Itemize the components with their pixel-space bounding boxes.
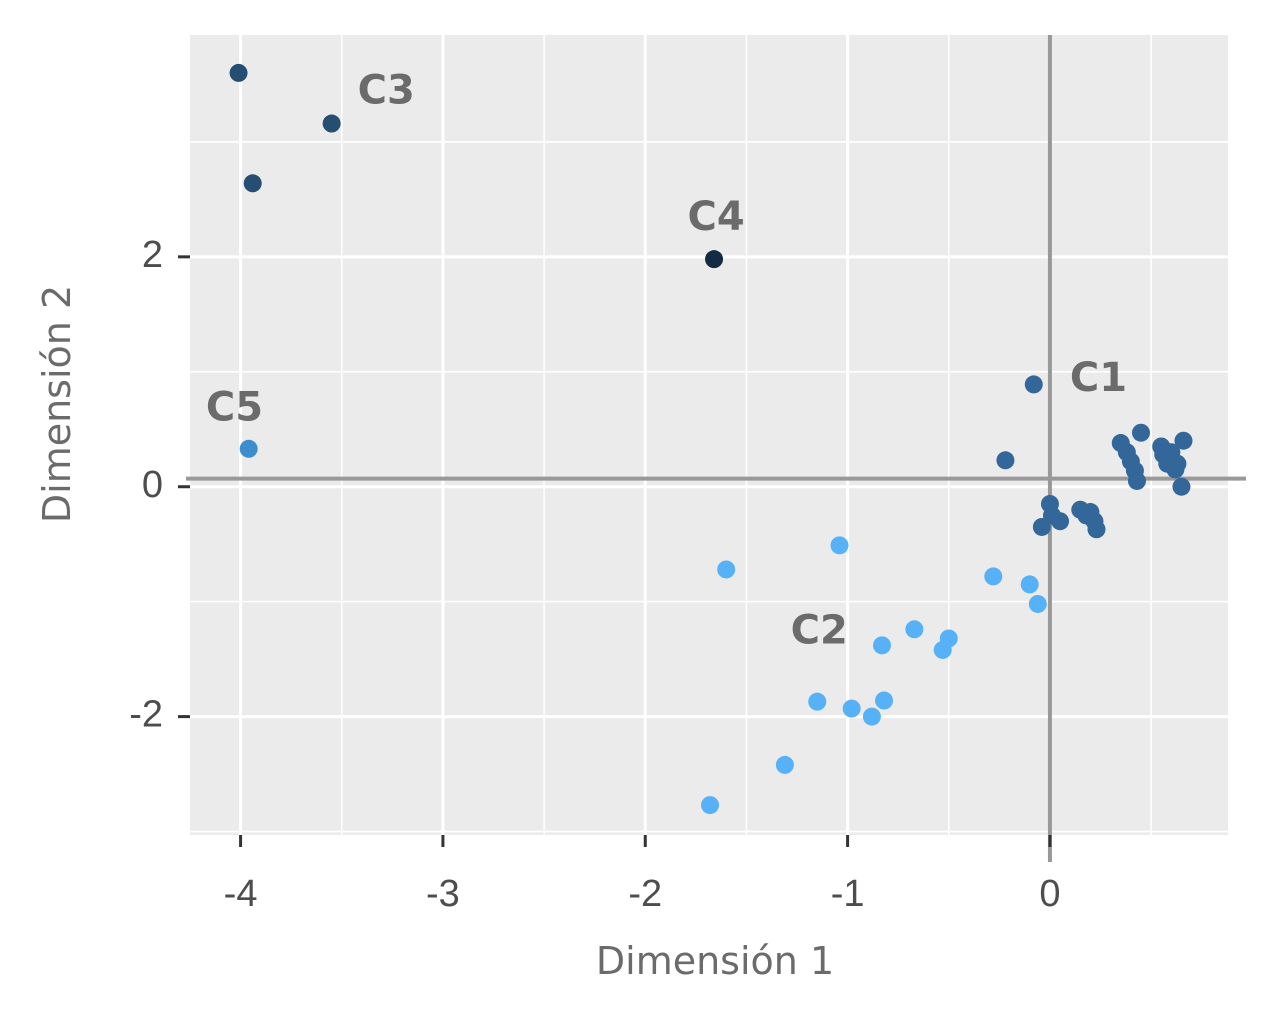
y-axis-title: Dimensión 2: [35, 285, 79, 523]
x-tick-labels: -4 -3 -2 -1 0: [224, 873, 1061, 915]
point-c2: [808, 692, 827, 711]
point-c1: [1168, 454, 1187, 473]
point-c2: [873, 636, 891, 655]
plot-panel: [190, 35, 1228, 835]
data-points: [229, 63, 1193, 815]
axis-ticks: [178, 255, 1052, 847]
point-c4: [705, 250, 724, 269]
y-tick-label: -2: [129, 694, 163, 736]
point-c2: [862, 707, 881, 726]
point-c2: [905, 620, 924, 639]
x-tick-label: -4: [224, 873, 258, 915]
point-c2: [984, 567, 1003, 586]
x-tick-label: -1: [831, 873, 865, 915]
cluster-label-c3: C3: [358, 67, 415, 113]
y-tick-label: 0: [142, 464, 163, 506]
minor-gridlines: [190, 35, 1228, 835]
point-c2: [775, 755, 794, 774]
point-c2: [717, 560, 736, 579]
major-gridlines: [190, 35, 1228, 835]
point-c3: [322, 114, 341, 133]
point-c1: [1172, 477, 1191, 496]
point-c1: [1051, 512, 1070, 531]
cluster-labels: C1 C2 C3 C4 C5: [206, 67, 1127, 653]
point-c1: [1024, 375, 1043, 394]
point-c2: [939, 629, 958, 648]
point-c1: [1131, 423, 1150, 442]
point-c2: [875, 691, 894, 710]
point-c3: [243, 174, 262, 193]
point-c1: [1127, 471, 1146, 490]
point-c2: [1028, 594, 1047, 613]
point-c2: [701, 796, 720, 815]
x-tick-label: -2: [628, 873, 662, 915]
y-tick-label: 2: [142, 234, 163, 276]
point-c3: [229, 63, 248, 82]
point-c1: [1174, 431, 1193, 450]
x-tick-label: -3: [426, 873, 460, 915]
x-axis-title: Dimensión 1: [596, 939, 834, 983]
point-c1: [1032, 517, 1051, 536]
cluster-label-c5: C5: [206, 385, 263, 431]
cluster-label-c4: C4: [687, 194, 744, 240]
point-c1: [996, 451, 1015, 470]
reference-lines: [186, 35, 1246, 862]
point-c2: [1020, 575, 1039, 594]
cluster-label-c1: C1: [1070, 355, 1127, 401]
point-c2: [830, 536, 849, 555]
point-c2: [842, 699, 861, 718]
x-tick-label: 0: [1039, 873, 1060, 915]
point-c5: [239, 439, 258, 458]
point-c1: [1087, 520, 1106, 539]
cluster-label-c2: C2: [791, 608, 848, 654]
y-tick-labels: -2 0 2: [129, 234, 163, 736]
